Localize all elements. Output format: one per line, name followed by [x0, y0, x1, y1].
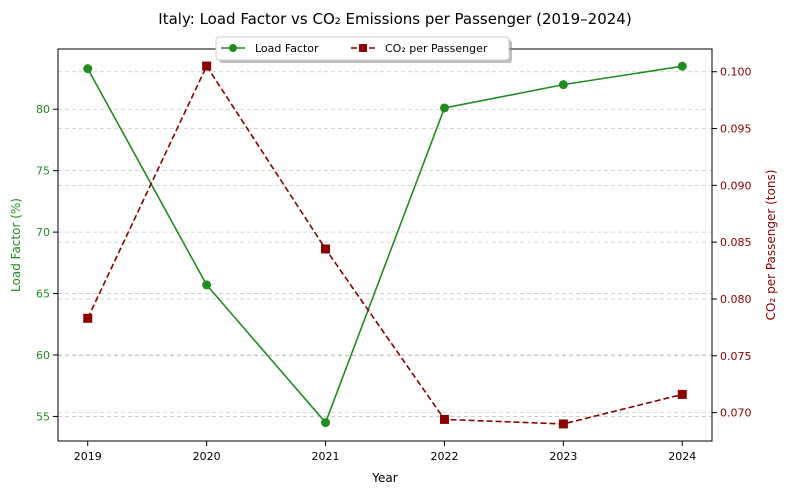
- x-tick-label: 2020: [193, 450, 221, 463]
- y-left-tick-label: 55: [36, 410, 50, 423]
- series-line-load-factor: [87, 65, 683, 425]
- legend-label-load-factor: Load Factor: [255, 42, 319, 55]
- data-point-co-per-passenger: [558, 419, 568, 429]
- data-point-co-per-passenger: [677, 389, 687, 399]
- legend-marker-co-per-passenger: [359, 44, 367, 52]
- data-point-co-per-passenger: [321, 244, 331, 254]
- data-point-load-factor: [677, 61, 687, 71]
- x-tick-label: 2023: [549, 450, 577, 463]
- data-point-co-per-passenger: [83, 313, 93, 323]
- y-right-tick-label: 0.085: [720, 236, 752, 249]
- y-left-tick-label: 70: [36, 226, 50, 239]
- legend-label-co-per-passenger: CO₂ per Passenger: [385, 42, 488, 55]
- grid: [58, 71, 712, 417]
- y-left-tick-label: 75: [36, 165, 50, 178]
- x-axis-label: Year: [371, 471, 397, 485]
- y-right-tick-label: 0.075: [720, 350, 752, 363]
- y-axis-right-label: CO₂ per Passenger (tons): [764, 170, 778, 321]
- y-axis-left-label: Load Factor (%): [9, 198, 23, 292]
- legend: Load Factor CO₂ per Passenger: [215, 36, 512, 63]
- data-point-load-factor: [558, 80, 568, 90]
- legend-marker-load-factor: [229, 44, 237, 52]
- y-right-tick-label: 0.095: [720, 123, 752, 136]
- data-point-load-factor: [83, 64, 93, 74]
- x-tick-label: 2022: [430, 450, 458, 463]
- y-right-tick-label: 0.090: [720, 179, 752, 192]
- x-tick-label: 2019: [74, 450, 102, 463]
- data-point-load-factor: [202, 280, 212, 290]
- x-tick-label: 2024: [668, 450, 696, 463]
- y-axis-right: 0.070 0.075 0.080 0.085 0.090 0.095 0.100: [712, 66, 752, 420]
- y-left-tick-label: 60: [36, 349, 50, 362]
- data-point-load-factor: [439, 103, 449, 113]
- series-layer: [83, 61, 687, 429]
- data-point-load-factor: [321, 418, 331, 428]
- y-right-tick-label: 0.100: [720, 66, 752, 79]
- x-axis: 2019 2020 2021 2022 2023 2024: [74, 441, 696, 463]
- y-axis-left: 55 60 65 70 75 80: [36, 103, 58, 423]
- chart-title: Italy: Load Factor vs CO₂ Emissions per …: [158, 10, 631, 28]
- x-tick-label: 2021: [312, 450, 340, 463]
- legend-items: Load Factor CO₂ per Passenger: [221, 42, 488, 55]
- y-right-tick-label: 0.080: [720, 293, 752, 306]
- data-point-co-per-passenger: [202, 61, 212, 71]
- y-right-tick-label: 0.070: [720, 407, 752, 420]
- data-point-co-per-passenger: [439, 414, 449, 424]
- y-left-tick-label: 65: [36, 288, 50, 301]
- y-left-tick-label: 80: [36, 103, 50, 116]
